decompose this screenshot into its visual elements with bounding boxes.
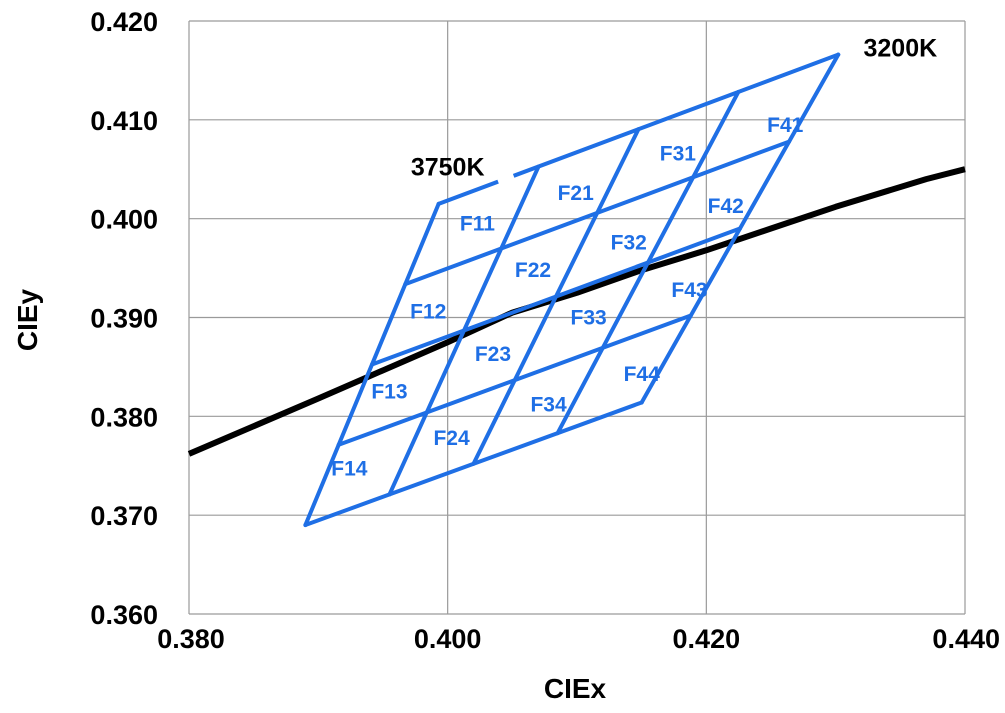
- y-tick-label: 0.400: [90, 205, 158, 235]
- cell-label-f12: F12: [410, 301, 446, 324]
- cct-annotations: 3750K 3200K: [411, 35, 937, 182]
- cell-label-f34: F34: [530, 393, 567, 416]
- tick-labels: 0.380 0.400 0.420 0.440 0.360 0.370 0.380 0.390…: [90, 7, 1000, 654]
- bin-quadrangle-grid: [303, 52, 841, 528]
- y-tick-label: 0.370: [90, 501, 158, 531]
- y-tick-label: 0.410: [90, 106, 158, 136]
- cell-label-f13: F13: [371, 381, 407, 404]
- y-axis-title: CIEy: [12, 288, 43, 351]
- cell-label-f42: F42: [708, 195, 744, 218]
- x-tick-label: 0.420: [673, 624, 741, 654]
- cell-label-f33: F33: [571, 307, 607, 330]
- bin-row-line: [336, 313, 693, 447]
- x-tick-label: 0.440: [932, 624, 1000, 654]
- bin-column-line: [639, 52, 841, 405]
- bin-column-line: [555, 89, 741, 436]
- x-tick-label: 0.380: [157, 624, 225, 654]
- cell-label-f14: F14: [331, 458, 368, 481]
- cell-label-f23: F23: [475, 343, 511, 366]
- x-tick-label: 0.400: [414, 624, 482, 654]
- cell-label-f32: F32: [611, 231, 647, 254]
- cell-label-f44: F44: [624, 363, 661, 386]
- y-tick-label: 0.360: [90, 600, 158, 630]
- cell-labels: F11 F21 F31 F41 F12 F22 F32 F42 F13 F23 F33 F43 F14 F…: [331, 114, 803, 481]
- cell-label-f41: F41: [767, 114, 804, 137]
- cell-label-f21: F21: [558, 182, 595, 205]
- y-tick-label: 0.380: [90, 402, 158, 432]
- cct-label-3200k: 3200K: [863, 35, 937, 63]
- x-axis-title: CIEx: [544, 673, 607, 704]
- top-edge-gap: [496, 172, 515, 185]
- bin-row-line: [303, 400, 644, 528]
- cell-label-f11: F11: [460, 213, 495, 236]
- cell-label-f31: F31: [660, 142, 697, 165]
- cct-label-3750k: 3750K: [411, 153, 485, 181]
- y-tick-label: 0.420: [90, 7, 158, 37]
- cell-label-f43: F43: [671, 279, 707, 302]
- y-tick-label: 0.390: [90, 304, 158, 334]
- cell-label-f22: F22: [515, 259, 551, 282]
- cell-label-f24: F24: [433, 427, 470, 450]
- bin-column-line: [471, 127, 641, 466]
